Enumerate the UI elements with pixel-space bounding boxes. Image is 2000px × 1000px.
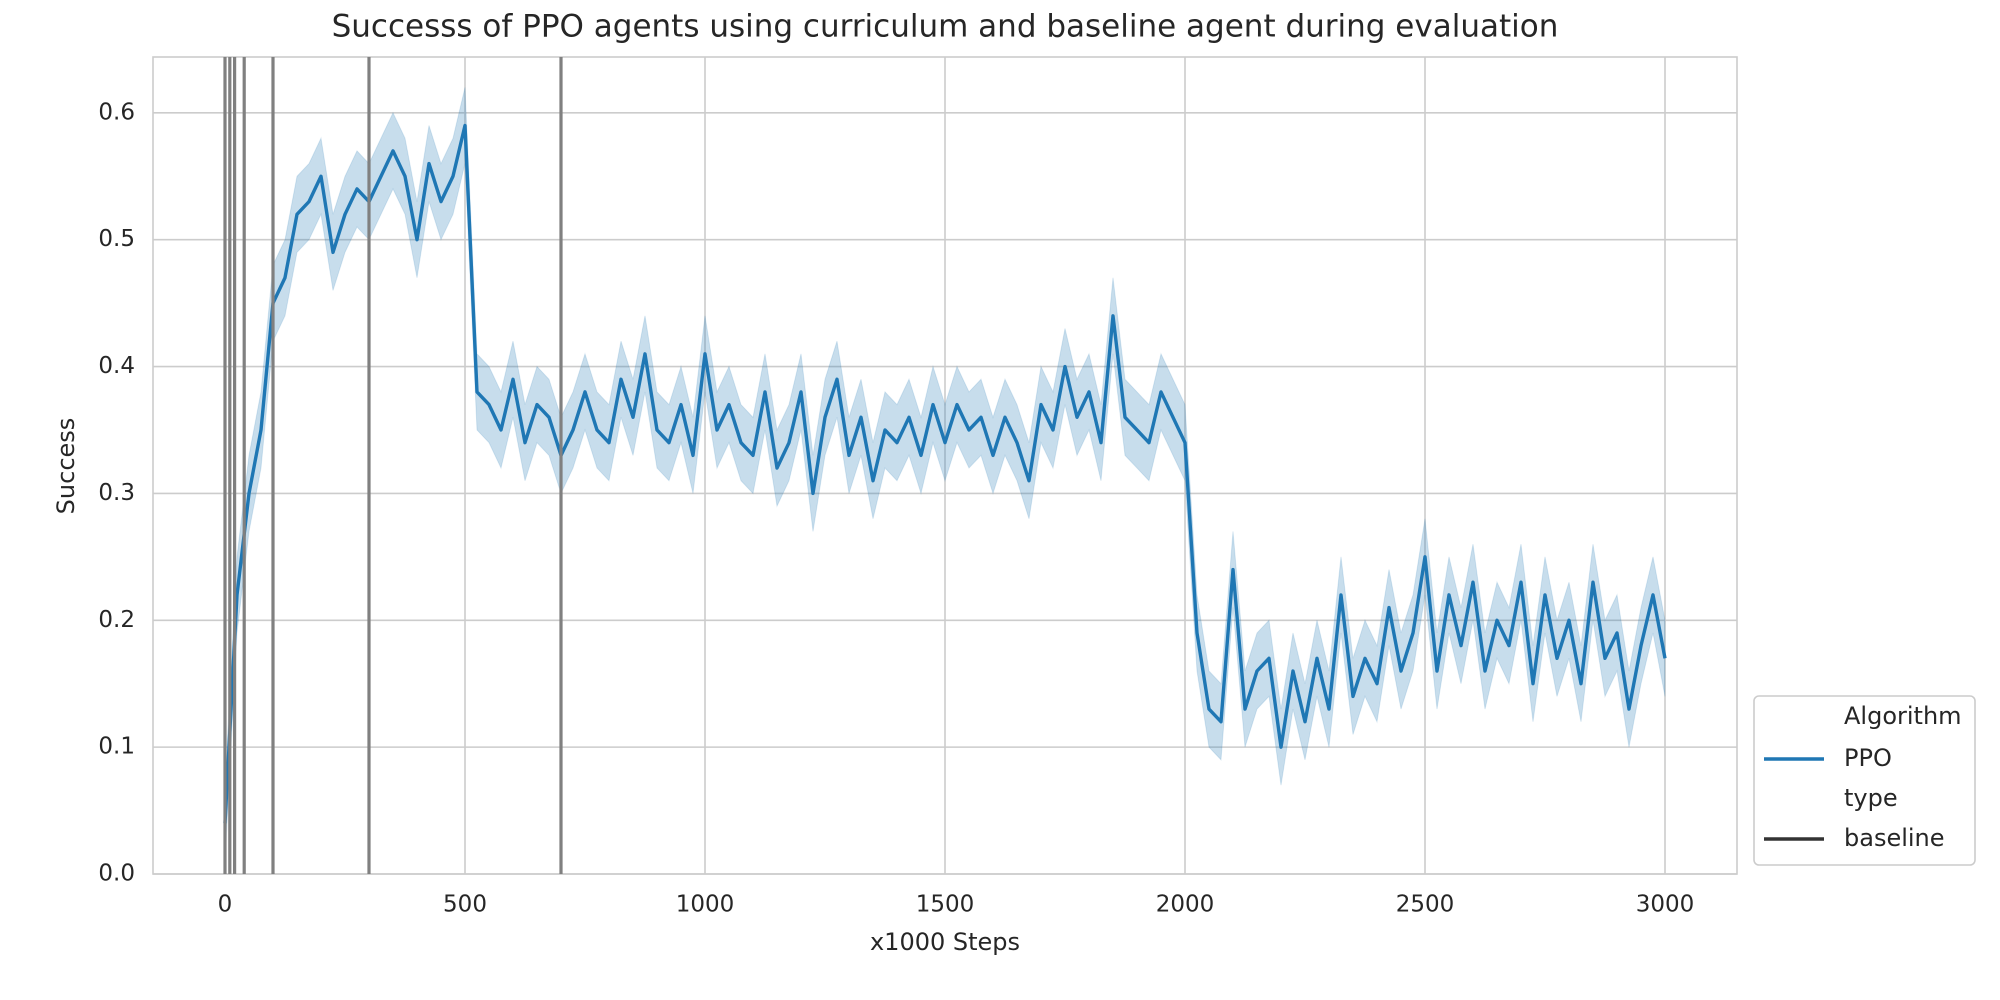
y-tick-label: 0.4 — [98, 353, 135, 379]
x-tick-label: 500 — [443, 892, 487, 918]
x-tick-label: 1500 — [916, 892, 975, 918]
x-axis-label: x1000 Steps — [870, 928, 1020, 956]
y-tick-label: 0.5 — [98, 226, 135, 252]
y-axis-label: Success — [52, 418, 80, 515]
legend-box — [1753, 695, 1976, 866]
y-tick-label: 0.0 — [98, 861, 135, 887]
x-tick-label: 2500 — [1396, 892, 1455, 918]
y-tick-label: 0.2 — [98, 607, 135, 633]
y-tick-label: 0.3 — [98, 480, 135, 506]
x-tick-label: 0 — [218, 892, 233, 918]
x-tick-label: 1000 — [676, 892, 735, 918]
x-tick-label: 2000 — [1156, 892, 1215, 918]
legend-label: PPO — [1844, 744, 1892, 772]
y-tick-label: 0.6 — [98, 99, 135, 125]
chart-title: Successs of PPO agents using curriculum … — [332, 9, 1559, 45]
confidence-band — [224, 87, 1666, 862]
y-tick-label: 0.1 — [98, 734, 135, 760]
legend-title: Algorithm — [1844, 702, 1962, 730]
x-tick-label: 3000 — [1636, 892, 1695, 918]
legend-label: baseline — [1844, 824, 1945, 852]
plot-frame — [152, 56, 1738, 875]
legend-title: type — [1844, 784, 1898, 812]
series-line — [223, 123, 1667, 824]
